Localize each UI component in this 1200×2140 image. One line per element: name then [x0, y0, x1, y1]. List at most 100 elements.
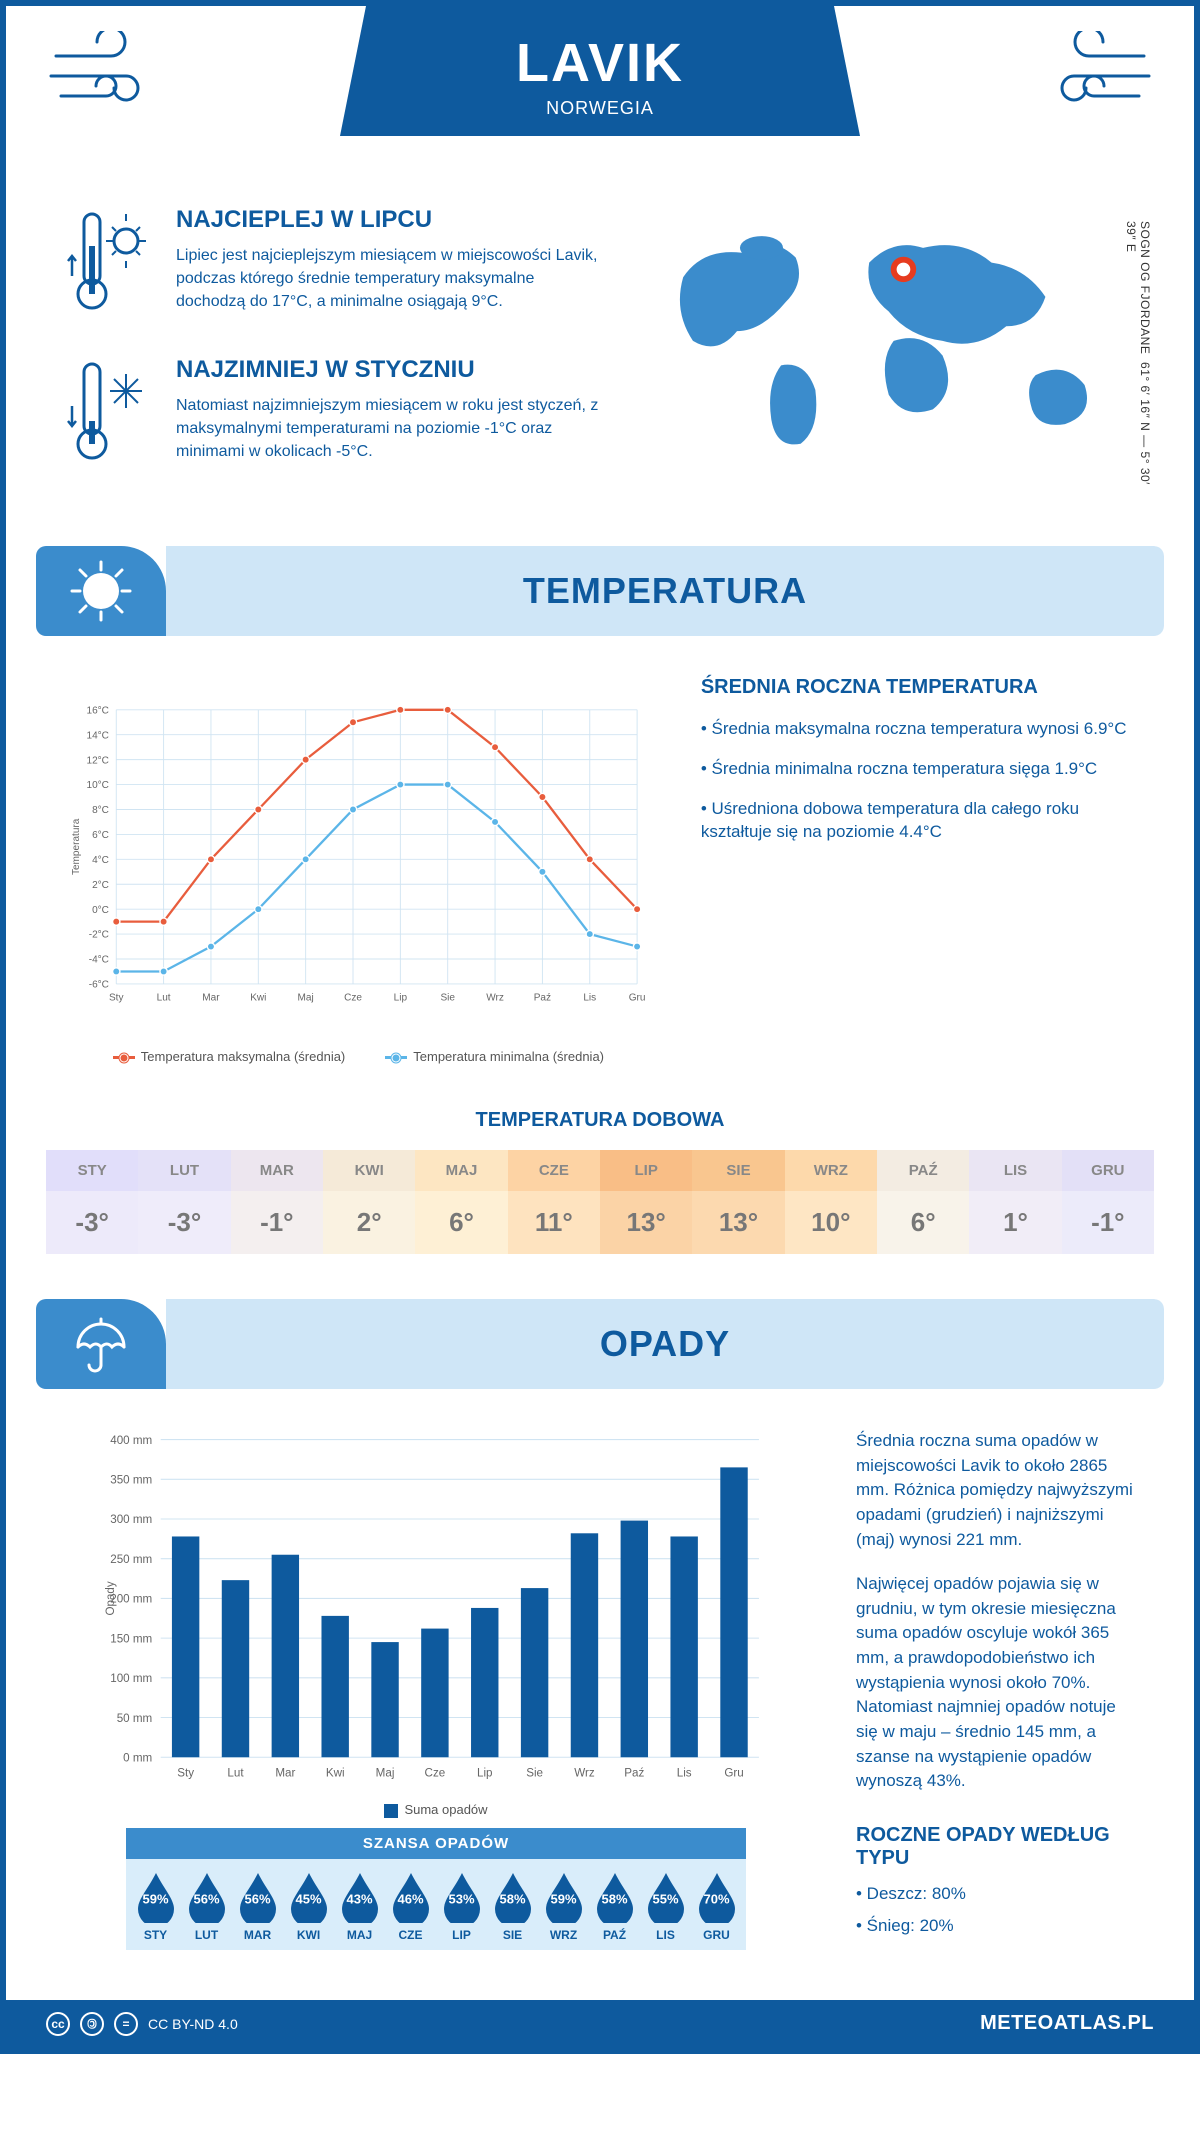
svg-text:Kwi: Kwi: [250, 992, 266, 1003]
legend-max: Temperatura maksymalna (średnia): [141, 1049, 345, 1064]
daily-value: 6°: [415, 1191, 507, 1254]
svg-text:0 mm: 0 mm: [123, 1751, 152, 1764]
daily-temp-title: TEMPERATURA DOBOWA: [6, 1109, 1194, 1132]
warmest-text: Lipiec jest najcieplejszym miesiącem w m…: [176, 244, 604, 314]
svg-text:-4°C: -4°C: [89, 955, 109, 966]
daily-value: 13°: [600, 1191, 692, 1254]
warmest-title: NAJCIEPLEJ W LIPCU: [176, 206, 604, 234]
daily-value: 1°: [969, 1191, 1061, 1254]
chance-month: LIS: [640, 1923, 691, 1944]
daily-temperature-table: STYLUTMARKWIMAJCZELIPSIEWRZPAŹLISGRU-3°-…: [46, 1150, 1154, 1254]
daily-month: LIS: [969, 1150, 1061, 1191]
daily-month: PAŹ: [877, 1150, 969, 1191]
chance-month: CZE: [385, 1923, 436, 1944]
rain-drop-icon: 56%: [186, 1871, 228, 1923]
rain-drop-icon: 59%: [135, 1871, 177, 1923]
footer: cc 🄯 = CC BY-ND 4.0 METEOATLAS.PL: [6, 2000, 1194, 2048]
wind-swirl-icon: [1024, 31, 1154, 126]
svg-text:10°C: 10°C: [86, 780, 108, 791]
svg-text:100 mm: 100 mm: [110, 1672, 152, 1685]
daily-month: LIP: [600, 1150, 692, 1191]
svg-text:Sty: Sty: [109, 992, 124, 1003]
svg-text:Mar: Mar: [202, 992, 220, 1003]
svg-text:Lut: Lut: [227, 1766, 244, 1779]
precip-section-header: OPADY: [36, 1299, 1164, 1389]
site-label: METEOATLAS.PL: [980, 2012, 1154, 2035]
header: LAVIK NORWEGIA: [6, 6, 1194, 176]
svg-text:Lip: Lip: [477, 1766, 493, 1779]
rain-drop-icon: 55%: [645, 1871, 687, 1923]
daily-month: KWI: [323, 1150, 415, 1191]
chance-month: GRU: [691, 1923, 742, 1944]
rain-drop-icon: 59%: [543, 1871, 585, 1923]
svg-text:8°C: 8°C: [92, 805, 109, 816]
rain-drop-icon: 70%: [696, 1871, 738, 1923]
daily-value: 11°: [508, 1191, 600, 1254]
location-marker-icon: [894, 260, 914, 280]
precip-para-1: Średnia roczna suma opadów w miejscowośc…: [856, 1429, 1134, 1552]
precip-chance-strip: SZANSA OPADÓW 59%STY56%LUT56%MAR45%KWI43…: [126, 1828, 746, 1950]
coldest-title: NAJZIMNIEJ W STYCZNIU: [176, 356, 604, 384]
svg-text:300 mm: 300 mm: [110, 1513, 152, 1526]
svg-text:400 mm: 400 mm: [110, 1434, 152, 1447]
daily-month: SIE: [692, 1150, 784, 1191]
chance-month: KWI: [283, 1923, 334, 1944]
svg-text:250 mm: 250 mm: [110, 1553, 152, 1566]
svg-text:150 mm: 150 mm: [110, 1632, 152, 1645]
thermometer-cold-icon: [66, 356, 156, 471]
svg-text:Paź: Paź: [534, 992, 551, 1003]
svg-text:Sie: Sie: [526, 1766, 543, 1779]
rain-drop-icon: 53%: [441, 1871, 483, 1923]
svg-text:0°C: 0°C: [92, 905, 109, 916]
svg-text:Sty: Sty: [177, 1766, 194, 1779]
svg-text:Wrz: Wrz: [486, 992, 504, 1003]
nd-icon: =: [114, 2012, 138, 2036]
svg-text:16°C: 16°C: [86, 705, 108, 716]
chance-month: WRZ: [538, 1923, 589, 1944]
svg-text:Sie: Sie: [440, 992, 455, 1003]
svg-text:-6°C: -6°C: [89, 980, 109, 991]
daily-value: 6°: [877, 1191, 969, 1254]
svg-text:-2°C: -2°C: [89, 930, 109, 941]
chance-month: LUT: [181, 1923, 232, 1944]
chance-month: MAR: [232, 1923, 283, 1944]
chance-month: LIP: [436, 1923, 487, 1944]
temperature-line-chart: -6°C-4°C-2°C0°C2°C4°C6°C8°C10°C12°C14°C1…: [66, 676, 651, 1064]
sun-icon: [36, 546, 166, 636]
city-title: LAVIK: [516, 32, 684, 94]
annual-bullet: • Średnia maksymalna roczna temperatura …: [701, 717, 1134, 741]
temperature-title: TEMPERATURA: [166, 546, 1164, 636]
annual-bullet: • Średnia minimalna roczna temperatura s…: [701, 757, 1134, 781]
svg-text:6°C: 6°C: [92, 830, 109, 841]
temperature-section-header: TEMPERATURA: [36, 546, 1164, 636]
svg-text:4°C: 4°C: [92, 855, 109, 866]
daily-value: 2°: [323, 1191, 415, 1254]
svg-text:Maj: Maj: [298, 992, 314, 1003]
annual-temp-title: ŚREDNIA ROCZNA TEMPERATURA: [701, 676, 1134, 699]
infographic-page: LAVIK NORWEGIA NAJCIEPLEJ W LIPCU Lipiec…: [0, 0, 1200, 2054]
daily-value: 10°: [785, 1191, 877, 1254]
daily-month: WRZ: [785, 1150, 877, 1191]
svg-text:Lut: Lut: [157, 992, 171, 1003]
svg-text:Gru: Gru: [724, 1766, 743, 1779]
daily-month: STY: [46, 1150, 138, 1191]
rain-drop-icon: 46%: [390, 1871, 432, 1923]
world-map-block: SOGN OG FJORDANE 61° 6′ 16″ N — 5° 30′ 3…: [644, 206, 1134, 506]
svg-text:Opady: Opady: [104, 1581, 117, 1615]
license-label: CC BY-ND 4.0: [148, 2016, 238, 2032]
rain-drop-icon: 58%: [492, 1871, 534, 1923]
svg-text:50 mm: 50 mm: [117, 1712, 153, 1725]
legend-min: Temperatura minimalna (średnia): [413, 1049, 604, 1064]
coldest-text: Natomiast najzimniejszym miesiącem w rok…: [176, 394, 604, 464]
svg-text:Gru: Gru: [629, 992, 646, 1003]
svg-text:Lip: Lip: [394, 992, 408, 1003]
rain-drop-icon: 45%: [288, 1871, 330, 1923]
svg-text:Cze: Cze: [425, 1766, 446, 1779]
rain-drop-icon: 58%: [594, 1871, 636, 1923]
thermometer-hot-icon: [66, 206, 156, 321]
coordinates-label: SOGN OG FJORDANE 61° 6′ 16″ N — 5° 30′ 3…: [1124, 221, 1152, 506]
precip-type-item: • Śnieg: 20%: [856, 1914, 1134, 1938]
daily-month: MAR: [231, 1150, 323, 1191]
svg-text:2°C: 2°C: [92, 880, 109, 891]
precip-para-2: Najwięcej opadów pojawia się w grudniu, …: [856, 1572, 1134, 1794]
